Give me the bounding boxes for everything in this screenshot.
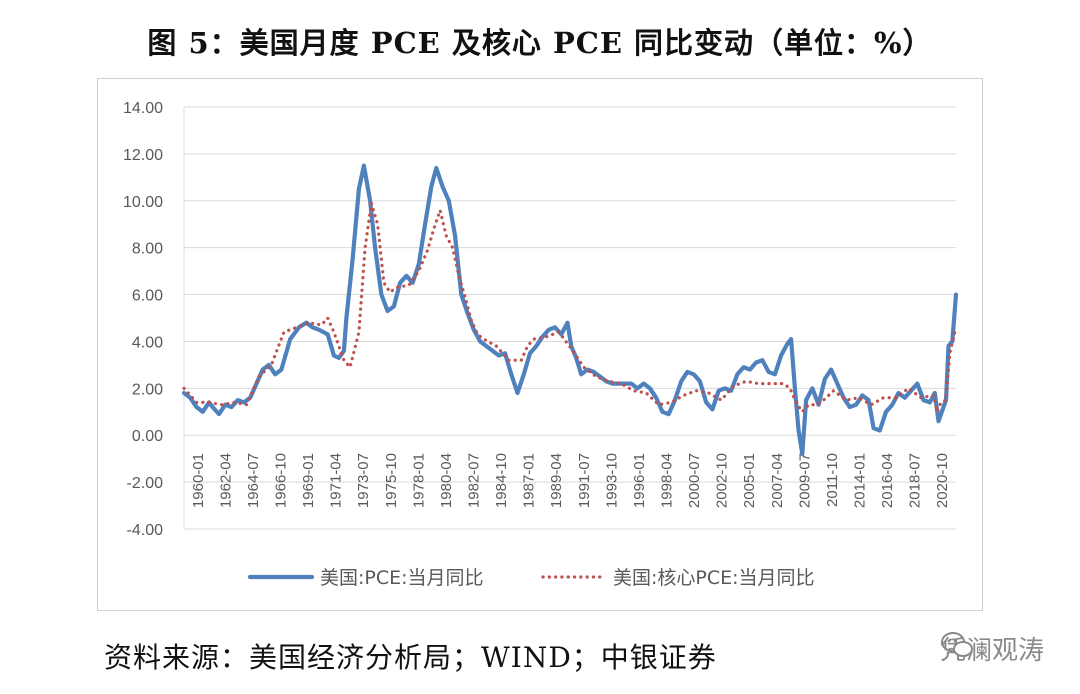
x-axis-tick-labels: 1960-01 1962-04 1964-07 1966-10 1969-01 1971-… — [190, 453, 951, 508]
x-tick-label: 1991-07 — [576, 453, 593, 508]
y-tick-label: -4.00 — [127, 522, 164, 539]
x-tick-label: 2014-01 — [852, 453, 869, 508]
x-tick-label: 1966-10 — [273, 453, 290, 508]
page-title: 图 5：美国月度 PCE 及核心 PCE 同比变动（单位：%） — [147, 26, 933, 60]
x-tick-label: 1984-10 — [493, 453, 510, 508]
chat-bubbles-icon — [940, 632, 973, 657]
x-tick-label: 1987-01 — [521, 453, 538, 508]
series-lines — [181, 163, 959, 457]
x-tick-label: 1993-10 — [603, 453, 620, 508]
x-tick-label: 1960-01 — [190, 453, 207, 508]
y-tick-label: 10.00 — [123, 194, 163, 211]
y-tick-label: 2.00 — [132, 381, 163, 398]
y-tick-label: 14.00 — [123, 100, 163, 117]
grid-lines — [183, 106, 956, 530]
x-tick-label: 1980-04 — [438, 453, 455, 508]
x-tick-label: 2020-10 — [934, 453, 951, 508]
x-tick-label: 1982-07 — [466, 453, 483, 508]
x-tick-label: 2011-10 — [824, 453, 841, 507]
y-tick-label: 6.00 — [132, 288, 163, 305]
source-note: 资料来源：美国经济分析局；WIND；中银证券 — [104, 641, 717, 674]
y-tick-label: 8.00 — [132, 241, 163, 258]
x-tick-label: 2007-04 — [769, 453, 786, 508]
x-tick-label: 2009-07 — [796, 453, 813, 508]
series-line-pce — [181, 163, 959, 457]
y-tick-label: 12.00 — [123, 147, 163, 164]
x-tick-label: 2002-10 — [714, 453, 731, 508]
x-tick-label: 1962-04 — [217, 453, 234, 508]
x-tick-label: 1996-01 — [631, 453, 648, 508]
x-tick-label: 1978-01 — [410, 453, 427, 508]
y-tick-label: -2.00 — [127, 475, 164, 492]
x-tick-label: 1969-01 — [300, 453, 317, 508]
y-axis-tick-labels: 14.00 12.00 10.00 8.00 6.00 4.00 2.00 0.00 -2.00… — [123, 100, 163, 539]
series-line-core-pce — [182, 202, 958, 418]
legend-label-core-pce: 美国:核心PCE:当月同比 — [613, 567, 815, 589]
x-tick-label: 1971-04 — [328, 453, 345, 508]
x-tick-label: 2016-04 — [879, 453, 896, 508]
x-tick-label: 1975-10 — [383, 453, 400, 508]
x-tick-label: 1973-07 — [355, 453, 372, 508]
x-tick-label: 1998-04 — [659, 453, 676, 508]
x-tick-label: 1989-04 — [548, 453, 565, 508]
chart-frame — [97, 78, 983, 611]
y-tick-label: 0.00 — [132, 428, 163, 445]
y-tick-label: 4.00 — [132, 334, 163, 351]
x-tick-label: 1964-07 — [245, 453, 262, 508]
legend: 美国:PCE:当月同比 美国:核心PCE:当月同比 — [247, 567, 815, 589]
watermark: 凭澜观涛 — [940, 630, 1044, 667]
x-tick-label: 2018-07 — [907, 453, 924, 508]
x-tick-label: 2005-01 — [741, 453, 758, 508]
legend-label-pce: 美国:PCE:当月同比 — [320, 567, 484, 589]
x-tick-label: 2000-07 — [686, 453, 703, 508]
